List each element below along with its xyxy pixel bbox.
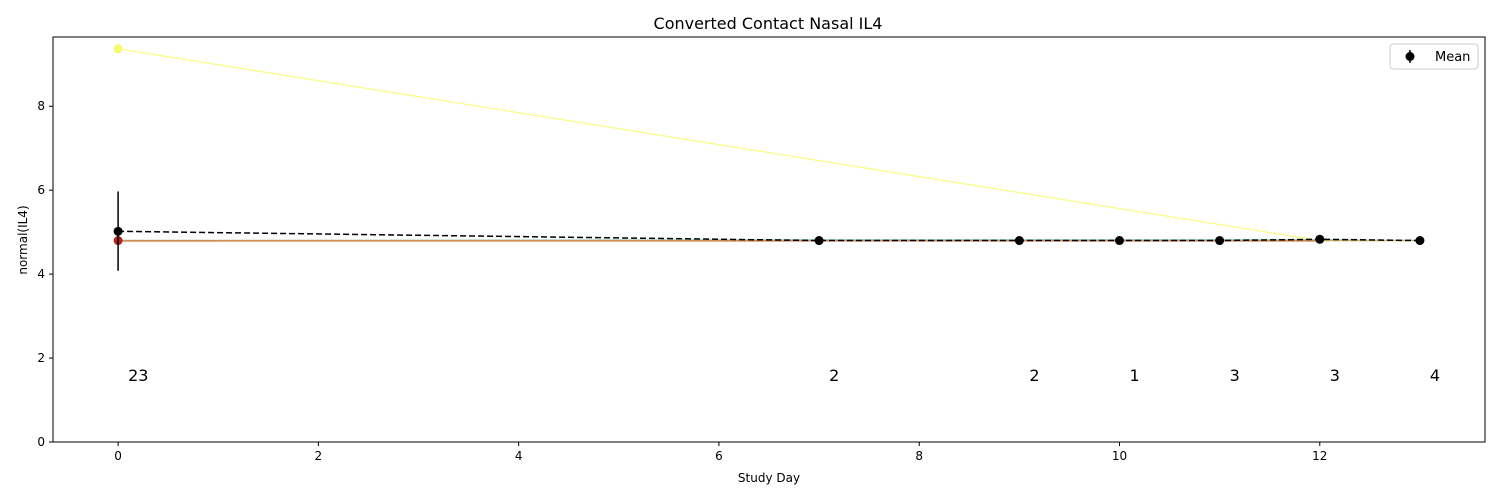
plot-area: 23 2 2 1 3 3 4 [113, 44, 1440, 385]
legend: Mean [1389, 43, 1479, 70]
mean-point [1114, 236, 1124, 246]
x-axis-label: Study Day [738, 471, 800, 485]
y-tick-label: 6 [37, 183, 45, 197]
y-tick-label: 8 [37, 99, 45, 113]
x-tick-label: 6 [715, 449, 723, 463]
subject-point [113, 44, 123, 54]
legend-box [1389, 43, 1479, 70]
mean-point [1315, 234, 1325, 244]
y-tick-label: 4 [37, 267, 45, 281]
mean-point [113, 226, 123, 236]
mean-point [1415, 236, 1425, 246]
sample-count-label: 2 [1029, 366, 1039, 385]
x-tick-label: 10 [1112, 449, 1127, 463]
sample-count-label: 4 [1430, 366, 1440, 385]
x-tick-label: 4 [515, 449, 523, 463]
y-tick-label: 2 [37, 351, 45, 365]
y-tick-label: 0 [37, 435, 45, 449]
x-tick-label: 8 [915, 449, 923, 463]
x-tick-label: 2 [315, 449, 323, 463]
plot-frame [52, 36, 1486, 443]
sample-count-label: 3 [1330, 366, 1340, 385]
subject-line [117, 48, 1320, 242]
chart-title: Converted Contact Nasal IL4 [654, 14, 883, 33]
sample-count-label: 2 [829, 366, 839, 385]
mean-point [1215, 236, 1225, 246]
sample-count-label: 1 [1129, 366, 1139, 385]
x-tick-label: 12 [1312, 449, 1327, 463]
sample-count-label: 23 [128, 366, 148, 385]
x-tick-label: 0 [114, 449, 122, 463]
mean-point [814, 236, 824, 246]
mean-point [1014, 236, 1024, 246]
legend-label-mean: Mean [1435, 50, 1470, 65]
sample-count-label: 3 [1230, 366, 1240, 385]
y-axis-label: normal(IL4) [16, 205, 30, 274]
legend-marker-icon [1405, 52, 1415, 61]
